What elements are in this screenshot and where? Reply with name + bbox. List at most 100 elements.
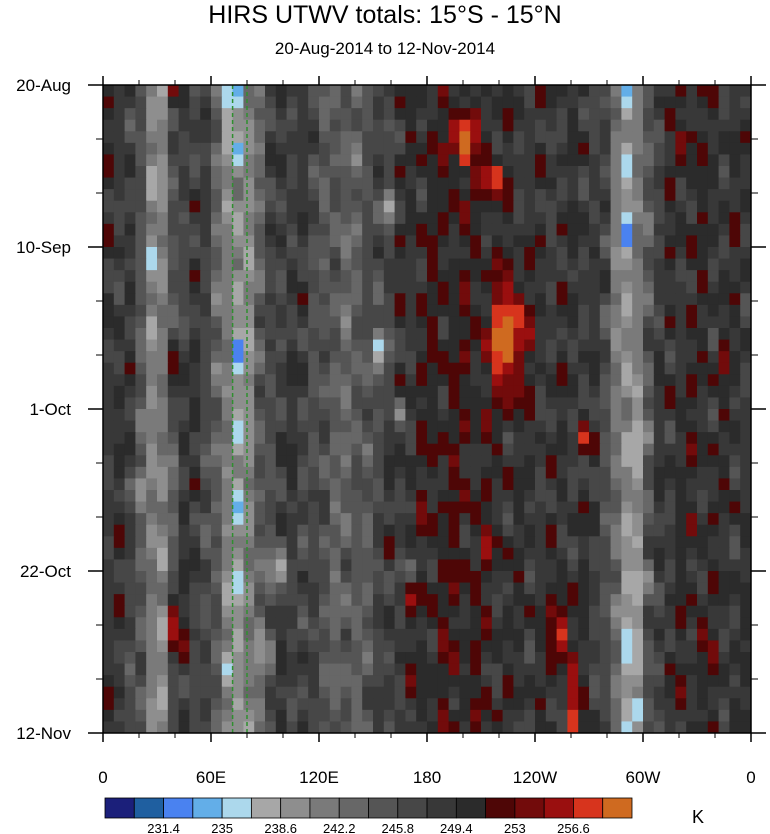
heatmap-cell	[329, 455, 342, 468]
heatmap-cell	[308, 420, 320, 433]
heatmap-cell	[362, 374, 374, 387]
heatmap-cell	[351, 594, 363, 607]
heatmap-cell	[157, 212, 169, 225]
heatmap-cell	[178, 582, 190, 595]
heatmap-cell	[545, 235, 558, 248]
heatmap-cell	[578, 501, 590, 514]
heatmap-cell	[157, 547, 169, 561]
heatmap-cell	[135, 455, 147, 468]
heatmap-cell	[740, 409, 751, 422]
heatmap-cell	[556, 281, 568, 294]
heatmap-cell	[545, 582, 558, 595]
heatmap-cell	[535, 200, 547, 213]
heatmap-cell	[578, 177, 590, 190]
heatmap-cell	[481, 85, 493, 98]
heatmap-cell	[200, 686, 212, 699]
heatmap-cell	[383, 432, 396, 445]
heatmap-cell	[729, 594, 741, 607]
heatmap-cell	[491, 119, 504, 132]
heatmap-cell	[459, 455, 471, 468]
heatmap-cell	[481, 293, 493, 306]
heatmap-cell	[319, 328, 331, 341]
heatmap-cell	[103, 675, 115, 688]
heatmap-cell	[707, 85, 720, 98]
heatmap-cell	[373, 351, 385, 364]
heatmap-cell	[664, 212, 676, 225]
heatmap-cell	[200, 605, 212, 618]
heatmap-cell	[211, 270, 223, 283]
heatmap-cell	[135, 270, 147, 283]
heatmap-cell	[405, 501, 417, 514]
heatmap-cell	[232, 304, 244, 318]
heatmap-cell	[437, 409, 450, 422]
heatmap-cell	[167, 409, 180, 422]
heatmap-cell	[200, 351, 212, 364]
heatmap-cell	[740, 85, 751, 98]
heatmap-cell	[340, 547, 352, 561]
heatmap-cell	[643, 686, 655, 699]
heatmap-cell	[405, 640, 417, 653]
heatmap-cell	[167, 582, 180, 595]
heatmap-cell	[221, 316, 234, 329]
heatmap-cell	[632, 513, 644, 526]
heatmap-cell	[481, 212, 493, 225]
heatmap-cell	[643, 385, 655, 399]
heatmap-cell	[254, 617, 266, 630]
heatmap-cell	[686, 166, 698, 179]
heatmap-cell	[524, 455, 536, 468]
heatmap-cell	[697, 235, 709, 248]
heatmap-cell	[729, 328, 741, 341]
heatmap-cell	[167, 328, 180, 341]
heatmap-cell	[221, 490, 234, 503]
heatmap-cell	[211, 617, 223, 630]
heatmap-cell	[329, 374, 342, 387]
heatmap-cell	[729, 709, 741, 723]
heatmap-cell	[470, 698, 482, 711]
heatmap-cell	[427, 420, 439, 433]
heatmap-cell	[481, 119, 493, 132]
heatmap-cell	[254, 339, 266, 352]
heatmap-cell	[448, 686, 460, 699]
heatmap-cell	[167, 96, 180, 109]
heatmap-cell	[124, 536, 136, 549]
heatmap-cell	[697, 154, 709, 167]
heatmap-cell	[394, 85, 406, 98]
heatmap-cell	[448, 212, 460, 225]
heatmap-cell	[113, 270, 126, 283]
heatmap-cell	[221, 385, 234, 399]
heatmap-cell	[232, 420, 244, 433]
heatmap-cell	[124, 385, 136, 399]
heatmap-cell	[103, 536, 115, 549]
heatmap-cell	[729, 478, 741, 491]
heatmap-cell	[437, 189, 450, 202]
heatmap-cell	[157, 640, 169, 653]
heatmap-cell	[470, 119, 482, 132]
heatmap-cell	[178, 119, 190, 132]
heatmap-cell	[643, 443, 655, 456]
heatmap-cell	[437, 223, 450, 237]
heatmap-cell	[437, 617, 450, 630]
heatmap-cell	[653, 455, 666, 468]
heatmap-cell	[653, 466, 666, 480]
heatmap-cell	[211, 235, 223, 248]
heatmap-cell	[718, 582, 730, 595]
heatmap-cell	[567, 455, 579, 468]
heatmap-cell	[319, 247, 331, 260]
heatmap-cell	[578, 582, 590, 595]
heatmap-cell	[707, 362, 720, 375]
heatmap-cell	[707, 316, 720, 329]
heatmap-cell	[427, 166, 439, 179]
heatmap-cell	[502, 466, 514, 480]
heatmap-cell	[157, 524, 169, 537]
heatmap-cell	[632, 432, 644, 445]
heatmap-cell	[729, 85, 741, 98]
heatmap-cell	[297, 316, 309, 329]
heatmap-cell	[157, 686, 169, 699]
heatmap-cell	[459, 108, 471, 121]
heatmap-cell	[610, 559, 622, 572]
heatmap-cell	[124, 85, 136, 98]
heatmap-cell	[599, 432, 612, 445]
heatmap-cell	[470, 258, 482, 271]
heatmap-cell	[599, 258, 612, 271]
heatmap-cell	[254, 119, 266, 132]
